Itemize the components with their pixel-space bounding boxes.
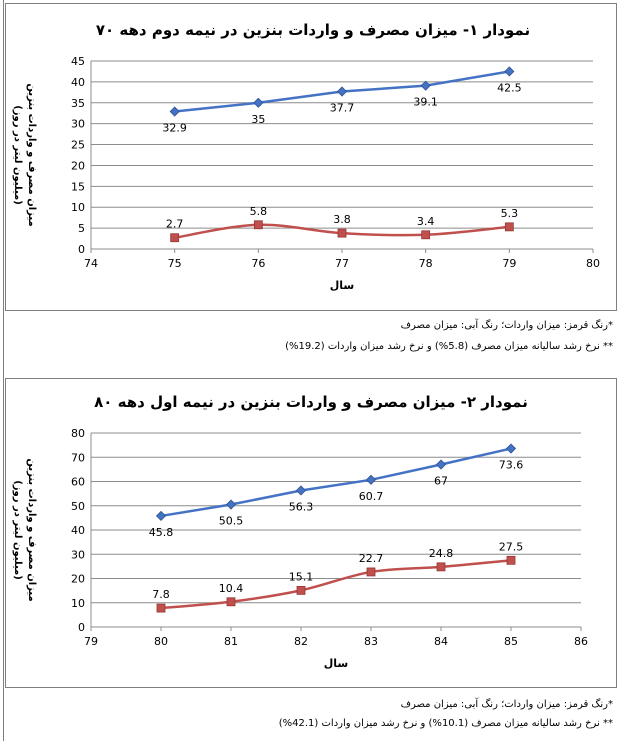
chart-1-y-tick-label: 10 (71, 201, 85, 214)
chart-2-y-tick-label: 0 (78, 621, 85, 634)
chart-2-note-growth: ** نرخ رشد سالیانه میزان مصرف (10.1%) و … (278, 718, 613, 729)
chart-1-series-2-point (253, 220, 263, 230)
chart-1-y-tick-label: 40 (71, 76, 85, 89)
chart-2-y-tick-label: 20 (71, 573, 85, 586)
chart-1-x-axis-title: سال (330, 279, 355, 292)
chart-1: نمودار ۱- میزان مصرف و واردات بنزین در ن… (12, 21, 600, 292)
chart-frame-1 (5, 3, 617, 311)
chart-2-series-2-data-label: 22.7 (359, 552, 384, 565)
chart-1-y-axis-title: میزان مصرف و واردات بنزین (26, 83, 37, 226)
chart-1-x-tick-label: 80 (586, 257, 600, 270)
chart-2-series-1-point (365, 474, 377, 485)
chart-2-series-2-data-label: 10.4 (219, 582, 244, 595)
chart-2-series-2-point (366, 567, 376, 577)
chart-2-series-2-data-label: 7.8 (152, 588, 170, 601)
chart-2-series-1-data-label: 56.3 (289, 500, 314, 513)
chart-1-series-2-point (421, 230, 431, 240)
chart-2-y-tick-label: 70 (71, 451, 85, 464)
chart-1-series-2-point (170, 233, 180, 243)
chart-2-title: نمودار ۲- میزان مصرف و واردات بنزین در ن… (94, 393, 528, 411)
chart-1-series-2-data-label: 3.4 (417, 215, 435, 228)
chart-1-y-tick-label: 30 (71, 118, 85, 131)
chart-2-y-tick-label: 30 (71, 548, 85, 561)
chart-2-y-tick-label: 80 (71, 427, 85, 440)
chart-2-x-tick-label: 83 (364, 635, 378, 648)
chart-2-series-1-data-label: 73.6 (499, 459, 524, 472)
chart-2-series-2-data-label: 24.8 (429, 547, 454, 560)
chart-2-x-axis-title: سال (324, 657, 349, 670)
chart-2-series-2-point (436, 562, 446, 572)
chart-2-series-2-point (506, 555, 516, 565)
chart-panel-2: نمودار ۲- میزان مصرف و واردات بنزین در ن… (5, 378, 617, 688)
chart-2: نمودار ۲- میزان مصرف و واردات بنزین در ن… (12, 393, 588, 670)
chart-frame-2 (5, 378, 617, 688)
chart-2-series-1-point (295, 485, 307, 496)
chart-1-x-tick-label: 76 (251, 257, 265, 270)
chart-1-series-1-point (253, 97, 264, 108)
chart-1-series-2-data-label: 2.7 (166, 218, 184, 231)
page-left-rule (3, 0, 4, 741)
chart-1-note-legend: *رنگ قرمز: میزان واردات؛ رنگ آبی: میزان … (400, 320, 613, 331)
chart-2-x-tick-label: 86 (574, 635, 588, 648)
chart-2-x-tick-label: 79 (84, 635, 98, 648)
chart-1-series-1-point (336, 86, 348, 97)
chart-1-series-1-point (504, 66, 515, 77)
chart-2-series-1-point (505, 443, 517, 454)
chart-2-series-1-point (155, 510, 167, 522)
chart-1-x-tick-label: 77 (335, 257, 349, 270)
chart-2-y-tick-label: 10 (71, 597, 85, 610)
chart-1-series-2-data-label: 3.8 (333, 213, 351, 226)
chart-2-series-2-point (156, 603, 166, 613)
chart-1-x-tick-label: 79 (502, 257, 516, 270)
chart-2-y-tick-label: 50 (71, 500, 85, 513)
chart-2-series-1-line (160, 447, 512, 518)
chart-1-series-1-point (420, 80, 431, 91)
chart-2-x-tick-label: 85 (504, 635, 518, 648)
chart-1-series-2-data-label: 5.3 (501, 207, 519, 220)
chart-2-series-1-point (435, 459, 447, 470)
chart-1-series-2-data-label: 5.8 (250, 205, 268, 218)
chart-2-x-tick-label: 82 (294, 635, 308, 648)
chart-1-series-1-data-label: 42.5 (497, 81, 522, 94)
chart-1-series-1-data-label: 39.1 (413, 96, 438, 109)
chart-1-series-1-data-label: 35 (251, 113, 265, 126)
chart-1-y-tick-label: 15 (71, 180, 85, 193)
chart-1-y-tick-label: 5 (78, 222, 85, 235)
chart-1-series-2-point (337, 228, 347, 238)
chart-2-y-axis-subtitle: (میلیون لیتر در روز) (12, 480, 23, 580)
chart-2-series-1-point (225, 499, 237, 510)
chart-2-y-tick-label: 60 (71, 476, 85, 489)
chart-2-note-legend: *رنگ قرمز: میزان واردات؛ رنگ آبی: میزان … (400, 699, 613, 710)
chart-1-y-tick-label: 35 (71, 97, 85, 110)
chart-1-series-1-data-label: 32.9 (162, 122, 187, 135)
chart-1-series-2-point (504, 222, 514, 232)
chart-2-series-1-data-label: 67 (434, 475, 448, 488)
chart-1-x-tick-label: 74 (84, 257, 98, 270)
chart-2-series-2-data-label: 27.5 (499, 540, 524, 553)
chart-2-series-2-point (226, 597, 236, 607)
chart-2-series-1-data-label: 50.5 (219, 515, 244, 528)
chart-1-x-tick-label: 78 (419, 257, 433, 270)
chart-2-series-2-point (296, 585, 306, 595)
chart-1-series-1-data-label: 37.7 (330, 101, 355, 114)
chart-2-y-tick-label: 40 (71, 524, 85, 537)
chart-1-y-tick-label: 0 (78, 243, 85, 256)
chart-panel-1: نمودار ۱- میزان مصرف و واردات بنزین در ن… (5, 3, 617, 311)
chart-1-x-tick-label: 75 (168, 257, 182, 270)
chart-1-y-tick-label: 20 (71, 159, 85, 172)
chart-2-series-1-data-label: 45.8 (149, 526, 174, 539)
chart-1-y-tick-label: 45 (71, 55, 85, 68)
chart-2-x-tick-label: 84 (434, 635, 448, 648)
chart-1-y-axis-subtitle: (میلیون لیتر در روز) (12, 105, 23, 205)
chart-2-series-1-data-label: 60.7 (359, 490, 384, 503)
chart-1-note-growth: ** نرخ رشد سالیانه میزان مصرف (5.8%) و ن… (285, 341, 613, 352)
chart-2-series-2-data-label: 15.1 (289, 570, 314, 583)
chart-2-x-tick-label: 81 (224, 635, 238, 648)
chart-1-title: نمودار ۱- میزان مصرف و واردات بنزین در ن… (96, 21, 530, 39)
chart-2-y-axis-title: میزان مصرف و واردات بنزین (26, 458, 37, 601)
chart-2-series-2-line (160, 559, 512, 610)
chart-2-x-tick-label: 80 (154, 635, 168, 648)
chart-1-y-tick-label: 25 (71, 139, 85, 152)
chart-1-series-1-point (169, 106, 180, 117)
